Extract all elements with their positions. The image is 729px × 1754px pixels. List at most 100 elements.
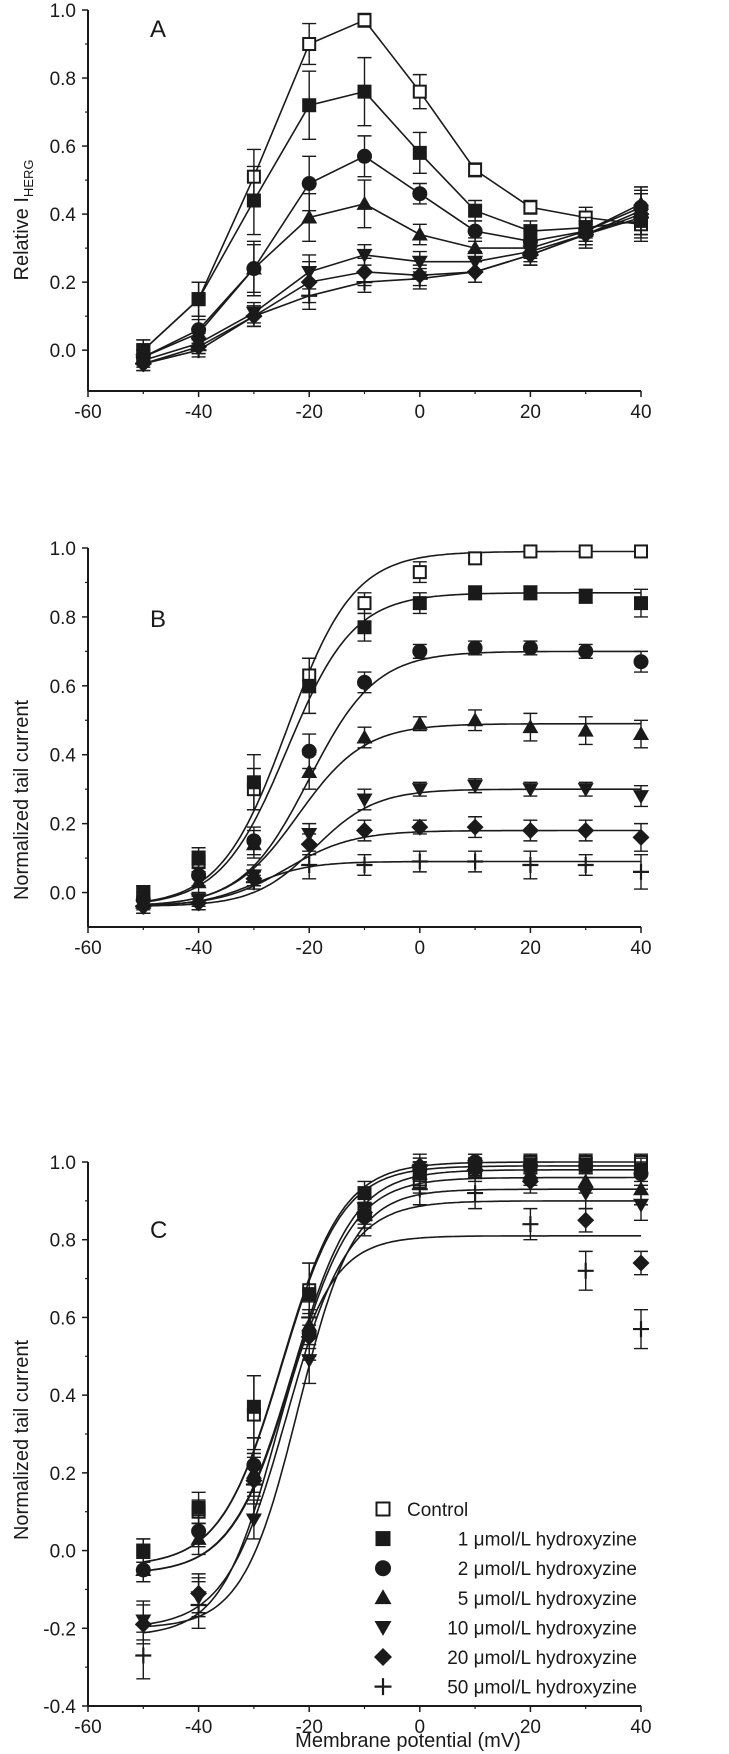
panel-b-series-1-umol-l-hydroxyzine <box>136 585 648 904</box>
panel-a-series-line <box>143 216 642 365</box>
panel-c-x-tick-label: -20 <box>295 1717 322 1738</box>
panel-c-point <box>301 1354 318 1369</box>
panel-c-point <box>577 1211 595 1229</box>
legend-item-2-umol-l-hydroxyzine: 2 μmol/L hydroxyzine <box>375 1559 637 1580</box>
panel-c-y-tick-label: 0.0 <box>50 1542 76 1563</box>
panel-b-point <box>577 822 595 840</box>
panel-b-fit-curve <box>143 592 641 904</box>
legend-label: 2 μmol/L hydroxyzine <box>458 1559 637 1580</box>
panel-a-point <box>301 209 318 224</box>
panel-b-point <box>356 793 373 808</box>
panel-b-series-20-umol-l-hydroxyzine <box>134 816 650 915</box>
legend-marker-plus <box>374 1678 392 1696</box>
panel-b-x-tick-label: -60 <box>74 938 101 959</box>
panel-c-point <box>135 1647 152 1664</box>
panel-a-point <box>411 270 428 287</box>
panel-a-point <box>523 200 538 215</box>
panel-b-point <box>632 828 650 846</box>
panel-b-point <box>578 643 594 659</box>
panel-b-point <box>411 818 429 836</box>
panel-a-series-line <box>142 155 642 358</box>
panel-a-y-tick-label: 0.8 <box>50 69 76 90</box>
panel-c-point <box>466 1161 484 1179</box>
panel-b-point <box>468 551 483 566</box>
panel-b-chart: B Normalized tail current -60 -40 -20 0 20 40… <box>11 539 652 959</box>
panel-a-y-axis-title: Relative IHERG <box>11 160 36 281</box>
legend-marker-triangle-down <box>374 1621 392 1636</box>
panel-b-point <box>357 596 372 611</box>
panel-a-series-line <box>142 203 642 358</box>
panel-b-x-tick-label: 20 <box>520 938 541 959</box>
panel-b-point <box>301 856 318 873</box>
panel-a-series-line <box>143 209 642 362</box>
panel-c-x-tick-label: 20 <box>520 1717 541 1738</box>
panel-b-x-tick-label: -40 <box>185 938 212 959</box>
panel-a-point <box>577 226 594 243</box>
panel-b-point <box>633 726 649 741</box>
panel-c-y-tick-label: -0.2 <box>43 1619 76 1640</box>
panel-b-point <box>467 853 484 870</box>
panel-b-point <box>190 894 207 911</box>
panel-a-x-tick-label: -40 <box>185 402 212 423</box>
panel-a-point <box>191 292 206 307</box>
panel-b-point <box>300 835 318 853</box>
panel-c-fit-curve <box>143 1165 641 1563</box>
panel-b-y-tick-label: 0.8 <box>50 608 76 629</box>
panel-b-series-50-umol-l-hydroxyzine <box>135 850 649 915</box>
panel-a-point <box>190 342 207 359</box>
panel-b-point <box>356 822 373 840</box>
panel-b-point <box>633 790 649 805</box>
panel-a-point <box>468 203 483 218</box>
panel-b-point <box>412 643 428 659</box>
legend-marker-square <box>375 1531 391 1547</box>
panel-a-point <box>356 195 373 210</box>
panel-b-point <box>246 775 261 790</box>
legend-item-control: Control <box>375 1500 468 1521</box>
panel-b-point <box>301 763 318 778</box>
panel-b-point <box>577 856 594 873</box>
panel-c-fit-curve <box>143 1200 641 1626</box>
panel-b-point <box>466 818 484 836</box>
panel-c-fit-curve <box>143 1169 641 1572</box>
panel-c-point <box>134 1615 152 1633</box>
panel-c-point <box>135 1562 152 1576</box>
legend-item-50-umol-l-hydroxyzine: 50 μmol/L hydroxyzine <box>374 1678 637 1699</box>
panel-a-series-line <box>142 90 642 351</box>
legend-marker-triangle-up <box>374 1589 392 1605</box>
legend-label: 10 μmol/L hydroxyzine <box>447 1618 637 1639</box>
panel-c-point <box>411 1157 429 1175</box>
panel-b-series-5-umol-l-hydroxyzine <box>135 709 649 911</box>
panel-c-y-tick-label: 0.4 <box>50 1386 77 1407</box>
panel-c-x-tick-label: 0 <box>415 1717 426 1738</box>
panel-a-point <box>412 84 427 99</box>
panel-b-point <box>356 729 373 744</box>
legend-label: 50 μmol/L hydroxyzine <box>447 1678 637 1699</box>
panel-a-point <box>301 287 318 304</box>
panel-c-point <box>522 1216 539 1233</box>
panel-b-fit-curve <box>143 829 641 907</box>
panel-b-point <box>411 715 428 730</box>
panel-c-y-axis-title: Normalized tail current <box>11 1340 33 1541</box>
panel-a-y-tick-label: 0.4 <box>50 205 77 226</box>
panel-b-point <box>577 722 594 737</box>
x-axis-title: Membrane potential (mV) <box>295 1730 521 1752</box>
panel-a-x-tick-label: 0 <box>415 402 426 423</box>
panel-b-point <box>634 544 648 559</box>
panel-b-letter: B <box>150 606 166 633</box>
legend-label: 20 μmol/L hydroxyzine <box>447 1648 637 1669</box>
panel-b-point <box>522 783 539 798</box>
panel-a-point <box>245 308 262 325</box>
panel-c-point <box>577 1187 594 1202</box>
panel-a-x-tick-label: 20 <box>520 402 541 423</box>
legend-marker-diamond <box>374 1648 392 1666</box>
panel-c-point <box>245 1476 262 1493</box>
panel-c-x-tick-label: -40 <box>185 1717 212 1738</box>
panel-b-point <box>522 856 539 873</box>
panel-b-y-axis-title: Normalized tail current <box>11 700 33 901</box>
panel-c-y-tick-label: 0.6 <box>50 1308 76 1329</box>
panel-b-point <box>412 596 427 611</box>
panel-a-point <box>302 37 317 52</box>
legend-label: Control <box>407 1500 468 1521</box>
panel-a-point <box>468 162 483 177</box>
panel-b-fit-curve <box>143 860 641 907</box>
